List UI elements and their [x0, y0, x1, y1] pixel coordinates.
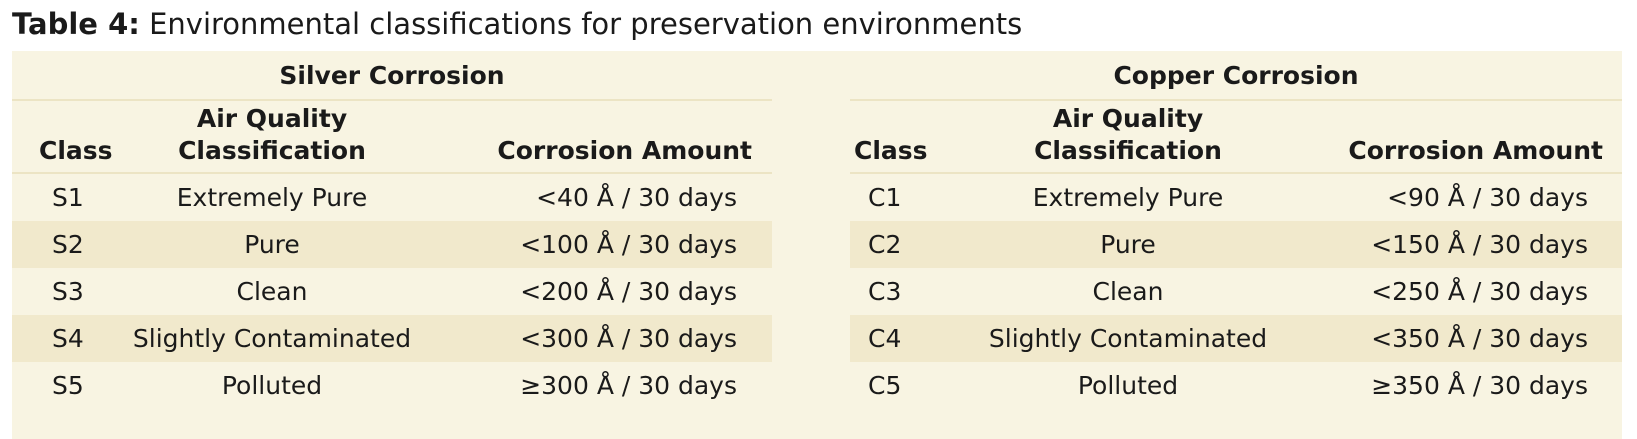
cell-air-quality: Pure [244, 230, 300, 259]
cell-class: S2 [52, 230, 84, 259]
col-header-air-quality: Air Quality Classification [178, 104, 366, 165]
cell-air-quality: Slightly Contaminated [132, 324, 412, 353]
cell-class: C4 [868, 324, 902, 353]
cell-air-quality: Polluted [1077, 371, 1179, 400]
silver-group-title: Silver Corrosion [12, 51, 772, 101]
cell-corrosion-amount: <350 Å / 30 days [1371, 324, 1588, 353]
cell-corrosion-amount: <100 Å / 30 days [520, 230, 737, 259]
cell-air-quality: Slightly Contaminated [988, 324, 1268, 353]
cell-air-quality: Extremely Pure [1032, 183, 1224, 212]
table-row: C5 Polluted ≥350 Å / 30 days [850, 362, 1622, 409]
cell-air-quality: Pure [1100, 230, 1156, 259]
copper-group-title: Copper Corrosion [850, 51, 1622, 101]
copper-column-headers: Class Air Quality Classification Corrosio… [850, 101, 1622, 174]
table-row: S2 Pure <100 Å / 30 days [12, 221, 772, 268]
cell-air-quality: Polluted [221, 371, 323, 400]
cell-air-quality: Clean [236, 277, 308, 306]
cell-class: S5 [52, 371, 84, 400]
col-header-class: Class [854, 136, 928, 165]
col-header-air-quality: Air Quality Classification [1034, 104, 1222, 165]
copper-corrosion-group: Copper Corrosion Class Air Quality Classi… [850, 51, 1622, 439]
cell-corrosion-amount: <200 Å / 30 days [520, 277, 737, 306]
col-header-corrosion-amount: Corrosion Amount [497, 136, 752, 165]
caption-text: Environmental classifications for preser… [149, 7, 1023, 41]
silver-rows: S1 Extremely Pure <40 Å / 30 days S2 Pure <10… [12, 174, 772, 409]
table-row: C2 Pure <150 Å / 30 days [850, 221, 1622, 268]
cell-corrosion-amount: ≥300 Å / 30 days [520, 371, 737, 400]
table-row: S4 Slightly Contaminated <300 Å / 30 days [12, 315, 772, 362]
table-row: C4 Slightly Contaminated <350 Å / 30 days [850, 315, 1622, 362]
cell-class: C5 [868, 371, 902, 400]
col-header-class: Class [39, 136, 113, 165]
table-caption: Table 4: Environmental classifications f… [12, 4, 1022, 44]
cell-air-quality: Clean [1092, 277, 1164, 306]
copper-rows: C1 Extremely Pure <90 Å / 30 days C2 Pure <15… [850, 174, 1622, 409]
cell-corrosion-amount: <250 Å / 30 days [1371, 277, 1588, 306]
cell-class: S4 [52, 324, 84, 353]
table-row: C1 Extremely Pure <90 Å / 30 days [850, 174, 1622, 221]
cell-corrosion-amount: <300 Å / 30 days [520, 324, 737, 353]
cell-air-quality: Extremely Pure [176, 183, 368, 212]
cell-corrosion-amount: <150 Å / 30 days [1371, 230, 1588, 259]
cell-class: C3 [868, 277, 902, 306]
cell-class: C1 [868, 183, 902, 212]
table-row: S1 Extremely Pure <40 Å / 30 days [12, 174, 772, 221]
cell-corrosion-amount: <90 Å / 30 days [1387, 183, 1588, 212]
cell-corrosion-amount: ≥350 Å / 30 days [1371, 371, 1588, 400]
caption-label: Table 4: [12, 7, 140, 41]
cell-corrosion-amount: <40 Å / 30 days [536, 183, 737, 212]
silver-column-headers: Class Air Quality Classification Corrosio… [12, 101, 772, 174]
cell-class: C2 [868, 230, 902, 259]
table-panel: Silver Corrosion Class Air Quality Classi… [12, 51, 1622, 439]
table-row: C3 Clean <250 Å / 30 days [850, 268, 1622, 315]
col-header-corrosion-amount: Corrosion Amount [1348, 136, 1603, 165]
table-row: S3 Clean <200 Å / 30 days [12, 268, 772, 315]
silver-corrosion-group: Silver Corrosion Class Air Quality Classi… [12, 51, 772, 439]
cell-class: S3 [52, 277, 84, 306]
table-row: S5 Polluted ≥300 Å / 30 days [12, 362, 772, 409]
cell-class: S1 [52, 183, 84, 212]
